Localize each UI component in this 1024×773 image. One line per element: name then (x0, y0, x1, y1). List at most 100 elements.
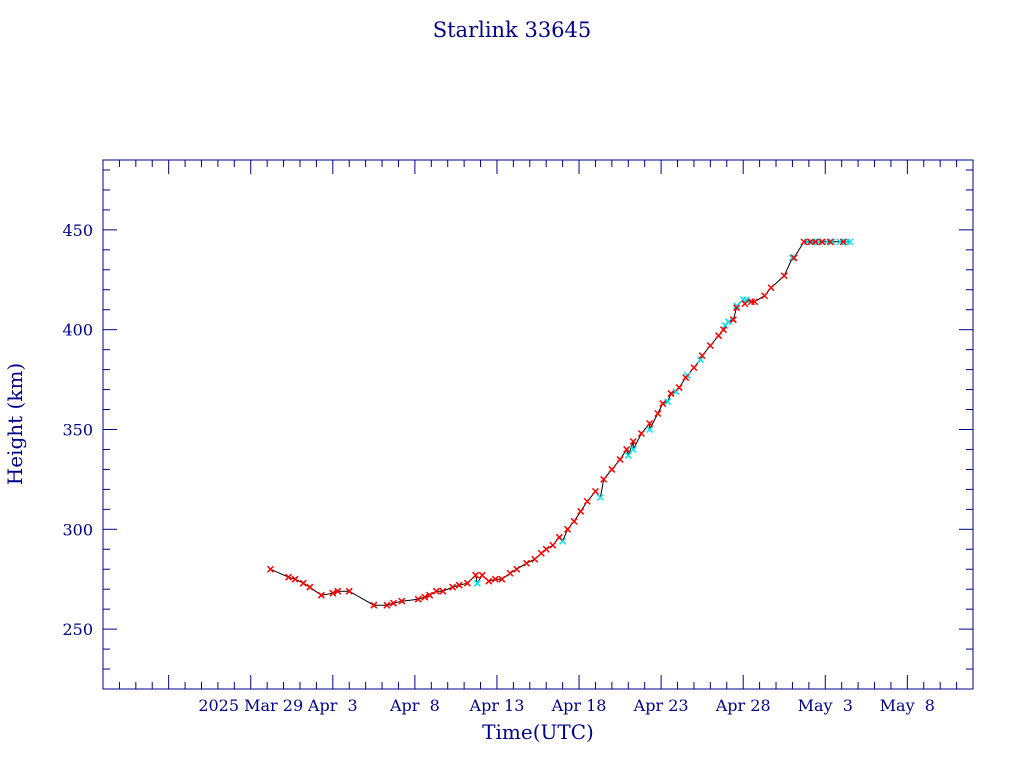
x-tick-label: Apr 3 (307, 696, 358, 715)
data-point-marker (800, 238, 808, 246)
data-point-marker (472, 571, 480, 579)
x-axis-ticks: 2025 Mar 29 Apr 3 Apr 8 Apr 13 Apr 18 Apr 23 A… (102, 160, 974, 715)
data-point-marker (623, 445, 631, 453)
y-axis-ticks: 250 300 350 400 450 (62, 169, 973, 690)
data-point-marker (370, 601, 378, 609)
data-point-marker (414, 595, 422, 603)
data-point-marker (846, 238, 854, 246)
data-point-marker (600, 475, 608, 483)
data-point-marker (299, 579, 307, 587)
data-point-marker (455, 581, 463, 589)
data-point-marker (826, 238, 834, 246)
data-point-marker (790, 254, 798, 262)
y-axis-label: Height (km) (3, 363, 27, 485)
data-point-marker (317, 591, 325, 599)
x-tick-label: Apr 23 (633, 696, 689, 715)
data-point-marker (555, 533, 563, 541)
data-point-marker (266, 565, 274, 573)
data-point-marker (432, 587, 440, 595)
data-point-marker (329, 589, 337, 597)
data-point-marker (583, 497, 591, 505)
x-tick-label: Apr 18 (551, 696, 607, 715)
data-point-marker (696, 356, 705, 364)
data-point-marker (664, 398, 672, 406)
data-point-marker (751, 298, 759, 306)
data-point-marker (715, 332, 723, 340)
data-point-marker (624, 451, 632, 459)
data-point-marker (345, 587, 353, 595)
data-point-marker (811, 238, 819, 246)
data-point-marker (398, 597, 406, 605)
x-tick-label: Apr 13 (469, 696, 525, 715)
data-point-marker (498, 575, 506, 583)
data-point-marker (741, 300, 749, 308)
data-point-marker (675, 384, 683, 392)
data-point-marker (473, 579, 481, 587)
data-point-marker (284, 573, 293, 581)
data-point-marker (690, 364, 698, 372)
data-point-marker (828, 238, 836, 246)
data-point-marker (654, 409, 662, 418)
data-point-marker (629, 445, 637, 453)
data-point-marker (616, 455, 624, 463)
data-point-marker (383, 601, 391, 609)
data-point-marker (564, 525, 572, 533)
data-point-marker (491, 575, 499, 583)
x-tick-label: Apr 28 (715, 696, 771, 715)
data-point-marker (421, 593, 429, 601)
data-point-marker (682, 374, 690, 382)
data-point-marker (706, 342, 714, 350)
data-point-marker (733, 302, 741, 310)
data-point-marker (449, 583, 457, 591)
data-point-marker (767, 284, 775, 292)
data-point-marker (390, 599, 398, 607)
data-point-marker (513, 565, 521, 573)
data-point-marker (591, 487, 599, 495)
data-point-marker (760, 292, 769, 300)
data-point-marker (629, 437, 637, 445)
x-tick-label: 2025 Mar 29 (198, 696, 303, 715)
chart-title: Starlink 33645 (433, 18, 592, 42)
data-point-marker (742, 296, 751, 304)
data-point-marker (667, 390, 675, 398)
data-point-marker (570, 517, 578, 525)
data-point-marker (426, 591, 434, 599)
data-point-marker (478, 571, 486, 579)
y-tick-label: 350 (62, 420, 93, 439)
data-point-marker (463, 579, 471, 587)
y-tick-label: 400 (62, 321, 93, 340)
data-point-marker (659, 400, 667, 408)
data-point-marker (291, 575, 299, 583)
data-point-marker (646, 419, 654, 428)
y-tick-label: 300 (62, 520, 93, 539)
x-tick-label: Apr 8 (389, 696, 440, 715)
data-point-marker (818, 238, 826, 246)
y-tick-label: 450 (62, 221, 93, 240)
data-point-marker (506, 569, 514, 577)
data-point-marker (646, 425, 654, 434)
plot-frame (102, 159, 974, 690)
data-point-marker (485, 577, 493, 585)
data-point-marker (719, 326, 728, 334)
data-point-marker (637, 429, 645, 438)
data-point-marker (577, 507, 585, 515)
data-point-marker (596, 493, 604, 501)
data-point-marker (531, 555, 539, 563)
observation-markers (266, 238, 854, 609)
data-point-marker (839, 238, 847, 246)
data-point-marker (780, 272, 788, 280)
data-point-marker (788, 254, 796, 262)
x-tick-label: May 3 (798, 696, 853, 715)
data-point-marker (729, 316, 737, 324)
data-point-marker (733, 304, 741, 312)
data-point-marker (724, 318, 732, 326)
data-point-marker (549, 541, 557, 549)
data-point-marker (542, 545, 550, 553)
data-point-marker (608, 465, 616, 473)
y-tick-label: 250 (62, 620, 93, 639)
data-point-marker (334, 587, 342, 595)
x-tick-label: May 8 (880, 696, 935, 715)
x-axis-label: Time(UTC) (482, 720, 594, 744)
